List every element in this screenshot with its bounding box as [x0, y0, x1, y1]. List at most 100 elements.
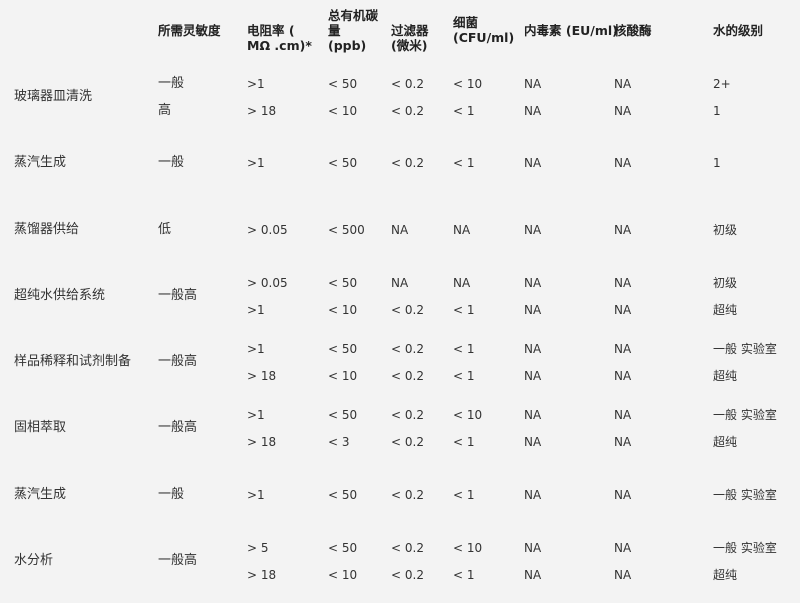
grade-cell: 超纯 [713, 434, 738, 449]
filter-cell: NA [391, 275, 409, 290]
column-header: 内毒素 (EU/ml) [524, 23, 618, 38]
toc-cell: < 50 [328, 275, 358, 290]
bacteria-cell: < 1 [453, 488, 475, 502]
column-header: 核酸酶 [614, 23, 652, 38]
column-header: 细菌 (CFU/ml) [453, 15, 515, 45]
endotoxin-cell: NA [524, 368, 542, 383]
toc-cell: < 50 [328, 341, 358, 356]
application-name: 蒸馏器供给 [14, 222, 80, 237]
application-name: 超纯水供给系统 [14, 288, 106, 303]
toc-cell: < 500 [328, 223, 365, 237]
resistivity-cell: > 18 [247, 368, 277, 383]
resistivity-cell: >1 [247, 407, 265, 422]
column-header: 水的级别 [713, 23, 764, 38]
filter-cell: < 0.2 [391, 76, 424, 91]
sensitivity-cell: 一般高 [158, 553, 198, 568]
nuclease-cell: NA [614, 156, 632, 170]
bacteria-cell: < 1 [453, 302, 475, 317]
bacteria-cell: NA [453, 275, 471, 290]
bacteria-cell: < 1 [453, 567, 475, 582]
endotoxin-cell: NA [524, 302, 542, 317]
endotoxin-cell: NA [524, 488, 542, 502]
resistivity-cell: >1 [247, 156, 265, 170]
application-name: 固相萃取 [14, 420, 67, 435]
bacteria-cell: < 1 [453, 103, 475, 118]
nuclease-cell: NA [614, 368, 632, 383]
nuclease-cell: NA [614, 223, 632, 237]
filter-cell: < 0.2 [391, 540, 424, 555]
endotoxin-cell: NA [524, 434, 542, 449]
toc-cell: < 10 [328, 103, 358, 118]
column-header: 总有机碳 量 (ppb) [328, 8, 379, 53]
resistivity-cell: > 0.05 [247, 275, 288, 290]
filter-cell: < 0.2 [391, 156, 424, 170]
endotoxin-cell: NA [524, 76, 542, 91]
application-name: 水分析 [14, 553, 54, 568]
toc-cell: < 3 [328, 434, 350, 449]
grade-cell: 初级 [713, 275, 738, 290]
filter-cell: < 0.2 [391, 103, 424, 118]
sensitivity-cell: 一般高 [158, 420, 198, 435]
nuclease-cell: NA [614, 540, 632, 555]
grade-cell: 1 [713, 156, 721, 170]
endotoxin-cell: NA [524, 407, 542, 422]
filter-cell: < 0.2 [391, 488, 424, 502]
bacteria-cell: < 1 [453, 341, 475, 356]
resistivity-cell: > 0.05 [247, 223, 288, 237]
sensitivity-cell: 一般高 [158, 354, 198, 369]
grade-cell: 一般 实验室 [713, 488, 777, 502]
filter-cell: < 0.2 [391, 368, 424, 383]
nuclease-cell: NA [614, 488, 632, 502]
column-header: 所需灵敏度 [158, 23, 221, 38]
grade-cell: 超纯 [713, 368, 738, 383]
resistivity-cell: > 18 [247, 434, 277, 449]
endotoxin-cell: NA [524, 223, 542, 237]
endotoxin-cell: NA [524, 156, 542, 170]
grade-cell: 超纯 [713, 302, 738, 317]
grade-cell: 1 [713, 103, 721, 118]
nuclease-cell: NA [614, 103, 632, 118]
bacteria-cell: < 1 [453, 156, 475, 170]
resistivity-cell: > 18 [247, 567, 277, 582]
filter-cell: < 0.2 [391, 567, 424, 582]
bacteria-cell: < 10 [453, 76, 483, 91]
grade-cell: 一般 实验室 [713, 540, 777, 555]
application-name: 玻璃器皿清洗 [14, 89, 93, 104]
filter-cell: NA [391, 223, 409, 237]
toc-cell: < 50 [328, 540, 358, 555]
column-header: 过滤器 (微米) [391, 23, 429, 53]
bacteria-cell: < 10 [453, 540, 483, 555]
resistivity-cell: >1 [247, 488, 265, 502]
column-header: 电阻率 ( MΩ .cm)* [247, 23, 312, 53]
filter-cell: < 0.2 [391, 341, 424, 356]
toc-cell: < 50 [328, 156, 358, 170]
sensitivity-cell: 一般 [158, 75, 185, 91]
nuclease-cell: NA [614, 302, 632, 317]
endotoxin-cell: NA [524, 103, 542, 118]
sensitivity-cell: 高 [158, 102, 172, 118]
nuclease-cell: NA [614, 341, 632, 356]
toc-cell: < 10 [328, 302, 358, 317]
grade-cell: 超纯 [713, 567, 738, 582]
bacteria-cell: < 1 [453, 368, 475, 383]
endotoxin-cell: NA [524, 275, 542, 290]
application-name: 样品稀释和试剂制备 [14, 354, 132, 369]
toc-cell: < 50 [328, 407, 358, 422]
toc-cell: < 10 [328, 368, 358, 383]
filter-cell: < 0.2 [391, 434, 424, 449]
nuclease-cell: NA [614, 407, 632, 422]
endotoxin-cell: NA [524, 540, 542, 555]
application-name: 蒸汽生成 [14, 487, 67, 502]
bacteria-cell: NA [453, 223, 471, 237]
nuclease-cell: NA [614, 76, 632, 91]
sensitivity-cell: 一般 [158, 487, 185, 502]
bacteria-cell: < 1 [453, 434, 475, 449]
grade-cell: 2+ [713, 76, 731, 91]
resistivity-cell: >1 [247, 76, 265, 91]
application-name: 蒸汽生成 [14, 155, 67, 170]
grade-cell: 初级 [713, 223, 738, 237]
grade-cell: 一般 实验室 [713, 341, 777, 356]
resistivity-cell: >1 [247, 302, 265, 317]
toc-cell: < 10 [328, 567, 358, 582]
sensitivity-cell: 低 [158, 222, 172, 237]
